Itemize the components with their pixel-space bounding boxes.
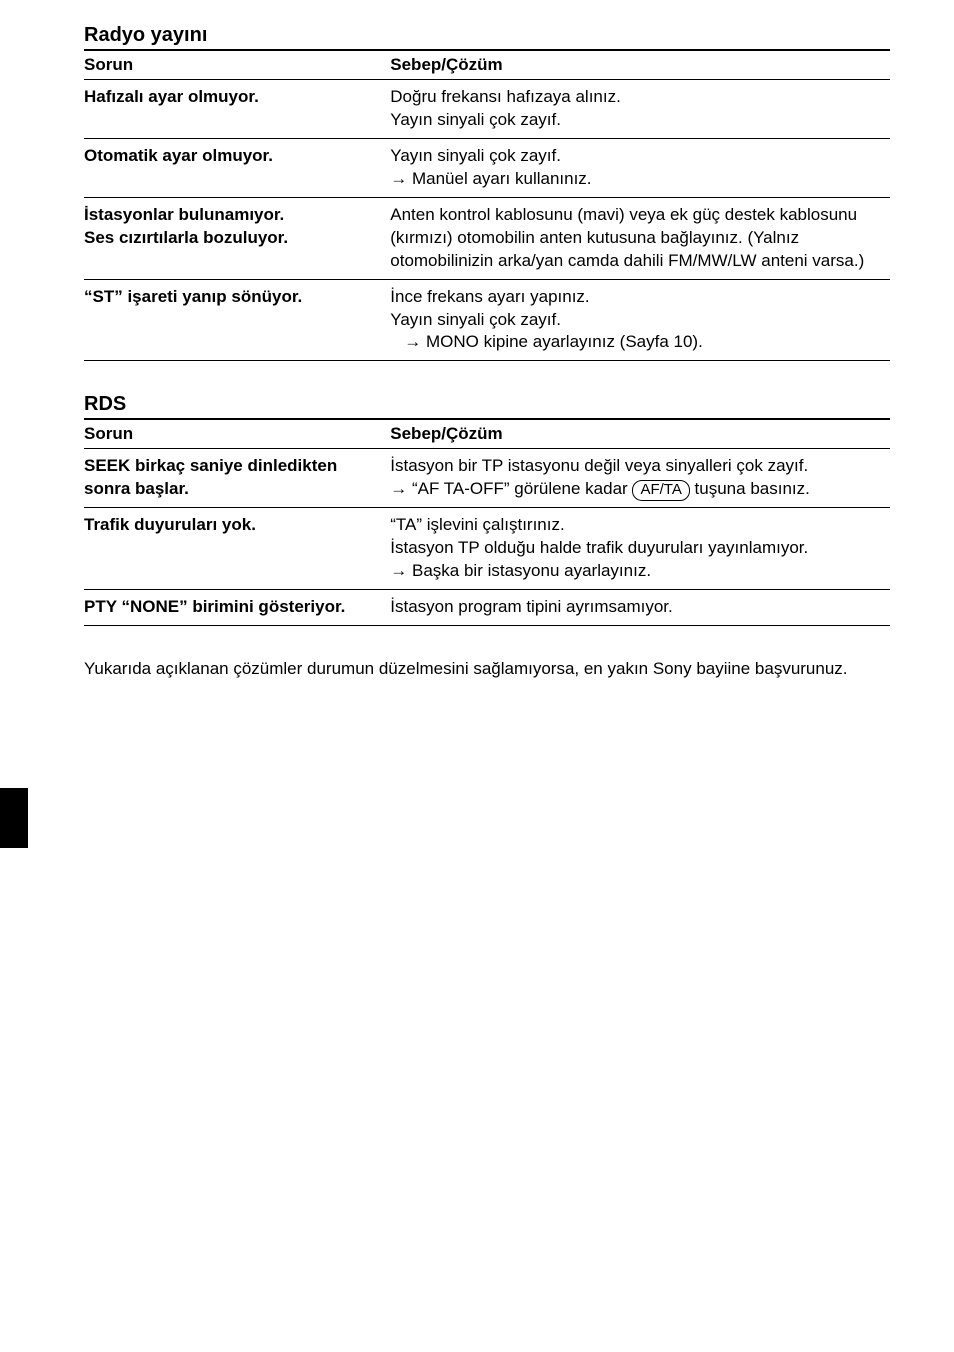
problem-cell: PTY “NONE” birimini gösteriyor. bbox=[84, 590, 390, 626]
column-header-problem: Sorun bbox=[84, 50, 390, 80]
table-row: İstasyonlar bulunamıyor.Ses cızırtılarla… bbox=[84, 197, 890, 279]
column-header-problem: Sorun bbox=[84, 419, 390, 449]
table-row: Trafik duyuruları yok.“TA” işlevini çalı… bbox=[84, 508, 890, 590]
problem-cell: Hafızalı ayar olmuyor. bbox=[84, 80, 390, 139]
problem-cell: SEEK birkaç saniye dinledikten sonra baş… bbox=[84, 449, 390, 508]
table-row: Hafızalı ayar olmuyor.Doğru frekansı haf… bbox=[84, 80, 890, 139]
problem-cell: Otomatik ayar olmuyor. bbox=[84, 138, 390, 197]
solution-cell: “TA” işlevini çalıştırınız.İstasyon TP o… bbox=[390, 508, 890, 590]
problem-cell: İstasyonlar bulunamıyor.Ses cızırtılarla… bbox=[84, 197, 390, 279]
troubleshooting-table: SorunSebep/ÇözümHafızalı ayar olmuyor.Do… bbox=[84, 49, 890, 361]
page-content: Radyo yayınıSorunSebep/ÇözümHafızalı aya… bbox=[84, 24, 890, 626]
table-row: PTY “NONE” birimini gösteriyor.İstasyon … bbox=[84, 590, 890, 626]
arrow-icon: → bbox=[390, 561, 407, 580]
solution-cell: İstasyon program tipini ayrımsamıyor. bbox=[390, 590, 890, 626]
section-title: Radyo yayını bbox=[84, 24, 890, 47]
solution-cell: Anten kontrol kablosunu (mavi) veya ek g… bbox=[390, 197, 890, 279]
troubleshooting-table: SorunSebep/ÇözümSEEK birkaç saniye dinle… bbox=[84, 418, 890, 626]
footer-note: Yukarıda açıklanan çözümler durumun düze… bbox=[84, 658, 890, 681]
arrow-icon: → bbox=[390, 169, 407, 188]
solution-cell: Doğru frekansı hafızaya alınız.Yayın sin… bbox=[390, 80, 890, 139]
solution-cell: İnce frekans ayarı yapınız.Yayın sinyali… bbox=[390, 279, 890, 361]
solution-cell: Yayın sinyali çok zayıf.→ Manüel ayarı k… bbox=[390, 138, 890, 197]
problem-cell: “ST” işareti yanıp sönüyor. bbox=[84, 279, 390, 361]
page-side-tab bbox=[0, 788, 28, 848]
solution-cell: İstasyon bir TP istasyonu değil veya sin… bbox=[390, 449, 890, 508]
arrow-icon: → bbox=[390, 479, 407, 498]
section-title: RDS bbox=[84, 393, 890, 416]
column-header-solution: Sebep/Çözüm bbox=[390, 50, 890, 80]
table-row: SEEK birkaç saniye dinledikten sonra baş… bbox=[84, 449, 890, 508]
table-row: Otomatik ayar olmuyor.Yayın sinyali çok … bbox=[84, 138, 890, 197]
arrow-icon: → bbox=[404, 332, 421, 351]
key-label: AF/TA bbox=[632, 480, 689, 501]
problem-cell: Trafik duyuruları yok. bbox=[84, 508, 390, 590]
table-row: “ST” işareti yanıp sönüyor.İnce frekans … bbox=[84, 279, 890, 361]
column-header-solution: Sebep/Çözüm bbox=[390, 419, 890, 449]
